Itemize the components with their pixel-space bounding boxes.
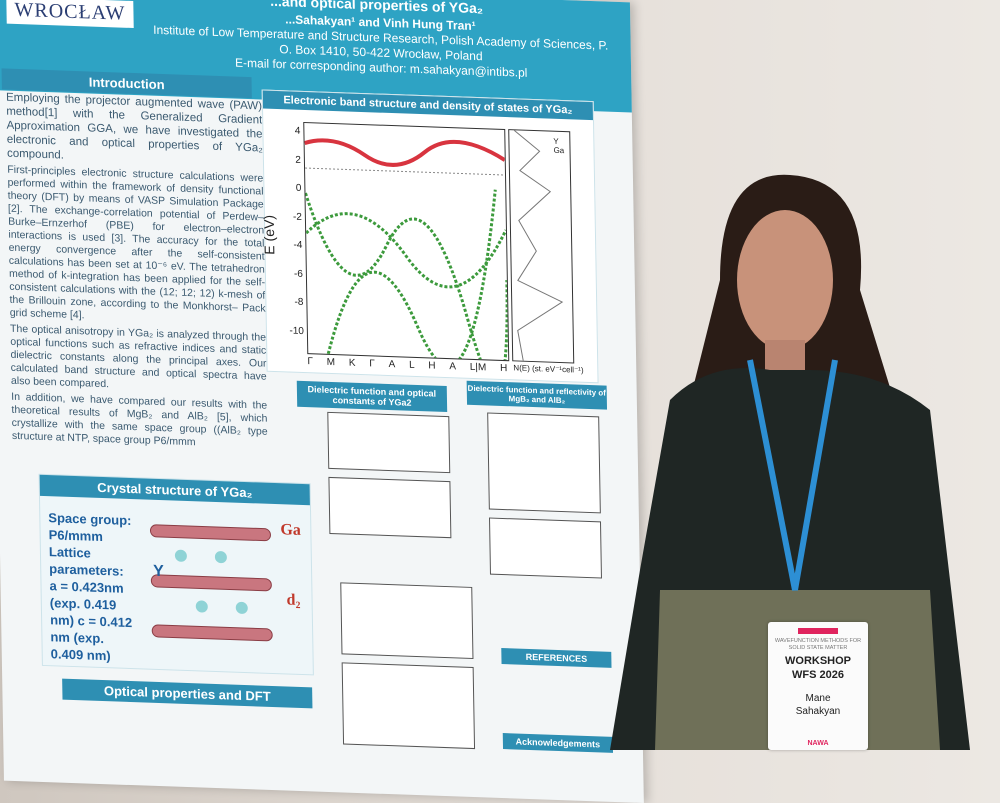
fermi-level <box>305 167 506 176</box>
intro-text-3: The optical anisotropy in YGa₂ is analyz… <box>9 322 267 391</box>
section-crystal: Crystal structure of YGa₂ <box>39 474 310 506</box>
ytick: 0 <box>295 182 302 194</box>
badge-tag <box>798 628 838 634</box>
ytick: -8 <box>294 296 304 309</box>
section-references: REFERENCES <box>501 647 612 668</box>
introduction-text: Employing the projector augmented wave (… <box>6 91 268 452</box>
band-green-2 <box>305 212 508 289</box>
xtick: A <box>388 358 396 371</box>
badge-code: WFS 2026 <box>792 669 844 681</box>
legend-y: Y <box>553 136 559 146</box>
xtick: K <box>348 357 356 369</box>
band-yticks: 4 2 0 -2 -4 -6 -8 -10 <box>281 117 304 346</box>
dos-plot <box>508 129 575 364</box>
sponsor-logo: NAWA <box>807 740 829 747</box>
xtick: Γ <box>307 356 314 368</box>
band-structure-plot <box>303 121 510 388</box>
badge-event: WAVEFUNCTION METHODS FOR SOLID STATE MAT… <box>774 638 862 651</box>
poster: WROCŁAW ...and optical properties of YGa… <box>0 0 644 803</box>
band-green-1 <box>304 192 509 388</box>
intro-text-4: In addition, we have compared our result… <box>11 390 268 449</box>
xtick: M <box>326 356 336 369</box>
xtick: L <box>408 359 415 371</box>
conductivity-plot <box>340 582 474 659</box>
ytick: 2 <box>295 154 301 166</box>
crystal-structure-image <box>149 524 273 642</box>
band-lines <box>303 138 509 388</box>
badge-workshop: WORKSHOP <box>785 655 851 667</box>
face <box>737 210 833 350</box>
dos-legend: Y Ga <box>553 137 564 155</box>
label-d2: d₂ <box>286 591 301 609</box>
dielectric-plot-1 <box>327 411 451 474</box>
xtick: Γ <box>369 358 375 370</box>
name-badge: WAVEFUNCTION METHODS FOR SOLID STATE MAT… <box>768 622 868 750</box>
label-y: Y <box>153 562 165 581</box>
alb2-plot <box>489 517 602 579</box>
dos-lines <box>513 129 564 361</box>
lanyard <box>747 359 838 591</box>
xtick: H <box>500 362 508 375</box>
person-woman <box>610 174 970 750</box>
dos-xlabel: N(E) (st. eV⁻¹cell⁻¹) <box>513 363 584 375</box>
section-dielectric: Dielectric function and optical constant… <box>296 380 448 413</box>
band-structure-panel: Electronic band structure and density of… <box>260 89 599 388</box>
legend-ga: Ga <box>553 145 565 156</box>
ytick: -10 <box>289 325 304 337</box>
ytick: -4 <box>293 239 303 251</box>
intro-text-2: First-principles electronic structure ca… <box>7 163 266 322</box>
ytick: -2 <box>292 211 302 223</box>
section-optical: Optical properties and DFT <box>62 678 313 709</box>
label-ga: Ga <box>280 521 301 539</box>
ytick: 4 <box>294 125 301 137</box>
xtick: A <box>449 361 457 373</box>
poster-affiliation: ...Sahakyan¹ and Vinh Hung Tran¹ Institu… <box>150 8 611 84</box>
band-red-1 <box>303 138 506 167</box>
xtick: H <box>428 360 436 372</box>
crystal-text: Space group: P6/mmm Lattice parameters: … <box>48 510 133 664</box>
intro-text-1: Employing the projector augmented wave (… <box>5 91 263 162</box>
band-ylabel: E (eV) <box>260 214 278 255</box>
dielectric-plot-2 <box>328 476 452 539</box>
ytick: -6 <box>293 268 303 280</box>
band-green-3 <box>326 189 497 368</box>
xtick: L|M <box>469 361 487 374</box>
university-logo: WROCŁAW <box>6 0 134 29</box>
badge-first-name: Mane <box>805 693 831 704</box>
crystal-panel: Crystal structure of YGa₂ Space group: P… <box>38 473 314 676</box>
badge-last-name: Sahakyan <box>795 706 841 717</box>
section-dielectric-mgb2: Dielectric function and reflectivity of … <box>466 380 608 410</box>
mgb2-plot <box>487 412 601 514</box>
reflectivity-plot <box>341 662 476 750</box>
